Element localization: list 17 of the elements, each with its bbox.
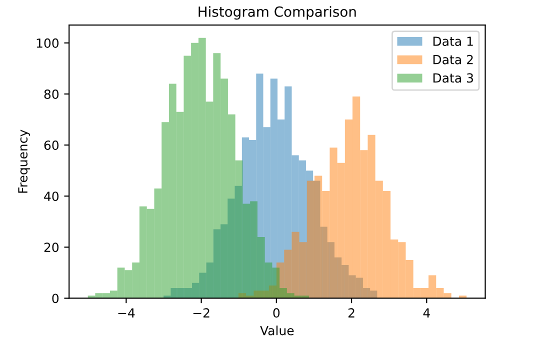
y-tick-label: 20 — [44, 242, 59, 252]
y-tick-label: 60 — [44, 140, 59, 150]
y-axis-title: Frequency — [18, 130, 30, 193]
x-tick-label: 2 — [348, 308, 354, 318]
legend-label: Data 3 — [433, 73, 473, 83]
y-tick-label: 80 — [44, 89, 59, 99]
legend-label: Data 1 — [433, 36, 473, 46]
x-axis-title: Value — [260, 326, 294, 336]
y-tick-label: 40 — [44, 192, 59, 202]
x-tick-label: −4 — [118, 308, 135, 318]
x-tick-label: 0 — [273, 308, 280, 318]
y-tick-label: 100 — [36, 38, 59, 48]
x-tick-label: −2 — [193, 308, 210, 318]
x-tick-label: 4 — [423, 308, 430, 318]
legend-label: Data 2 — [433, 54, 473, 64]
chart-title: Histogram Comparison — [198, 6, 356, 20]
y-tick-label: 0 — [52, 294, 59, 304]
